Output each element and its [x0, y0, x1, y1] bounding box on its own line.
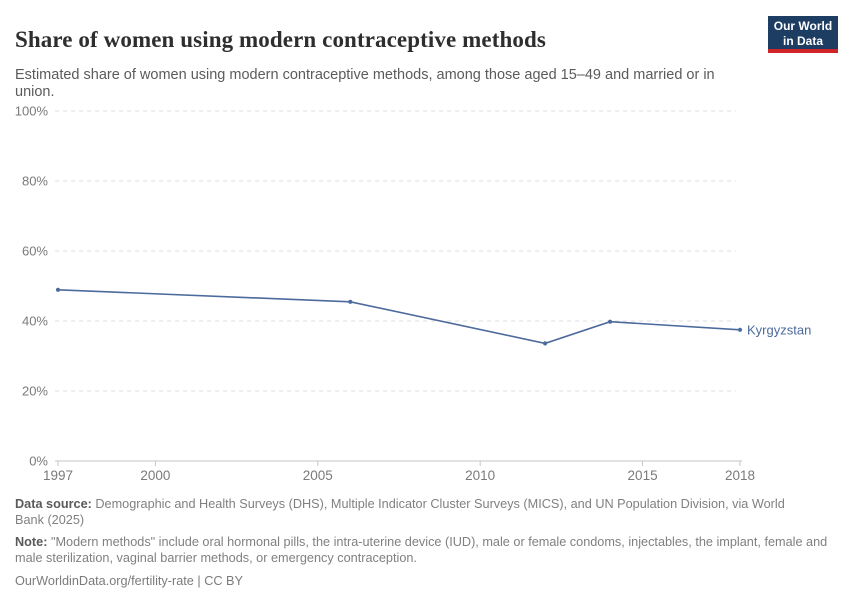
chart-subtitle: Estimated share of women using modern co…	[15, 66, 715, 101]
y-tick-label-80: 80%	[22, 174, 48, 189]
line-chart: 0% 20% 40% 60% 80% 100% 1997 2000 2005 2010 2015 20…	[15, 104, 812, 484]
y-tick-label-100: 100%	[15, 104, 49, 119]
chart-footer: Data source: Demographic and Health Surv…	[15, 496, 843, 595]
data-source-label: Data source:	[15, 497, 92, 511]
data-point-kyrgyzstan-2012[interactable]	[543, 341, 548, 346]
entity-label-kyrgyzstan[interactable]: Kyrgyzstan	[747, 322, 811, 337]
x-tick-label-2015: 2015	[628, 468, 658, 483]
x-tick-label-2010: 2010	[465, 468, 495, 483]
data-point-kyrgyzstan-1997[interactable]	[55, 287, 61, 292]
x-tick-label-2018: 2018	[725, 468, 755, 483]
chart-title: Share of women using modern contraceptiv…	[15, 27, 546, 53]
x-tick-label-1997: 1997	[43, 468, 73, 483]
note-text: "Modern methods" include oral hormonal p…	[15, 535, 828, 566]
y-tick-label-40: 40%	[22, 314, 48, 329]
owid-logo-line1: Our World	[773, 19, 833, 33]
data-point-kyrgyzstan-2018[interactable]	[737, 327, 743, 332]
series-line-kyrgyzstan[interactable]	[57, 289, 741, 345]
x-tick-label-2000: 2000	[140, 468, 170, 483]
owid-logo: Our World in Data	[768, 16, 838, 53]
x-tick-label-2005: 2005	[303, 468, 333, 483]
data-point-kyrgyzstan-2014[interactable]	[608, 319, 613, 324]
data-source-text: Demographic and Health Surveys (DHS), Mu…	[15, 497, 785, 528]
note-label: Note:	[15, 535, 48, 550]
data-point-kyrgyzstan-2006[interactable]	[348, 299, 353, 304]
data-source-line: Data source: Demographic and Health Surv…	[15, 496, 793, 528]
owid-logo-line2: in Data	[782, 34, 823, 48]
y-tick-label-0: 0%	[29, 454, 48, 469]
y-tick-label-60: 60%	[22, 244, 48, 259]
y-tick-label-20: 20%	[22, 384, 48, 399]
note-line: Note: "Modern methods" include oral horm…	[15, 534, 843, 566]
chart-url: OurWorldinData.org/fertility-rate | CC B…	[15, 573, 243, 588]
